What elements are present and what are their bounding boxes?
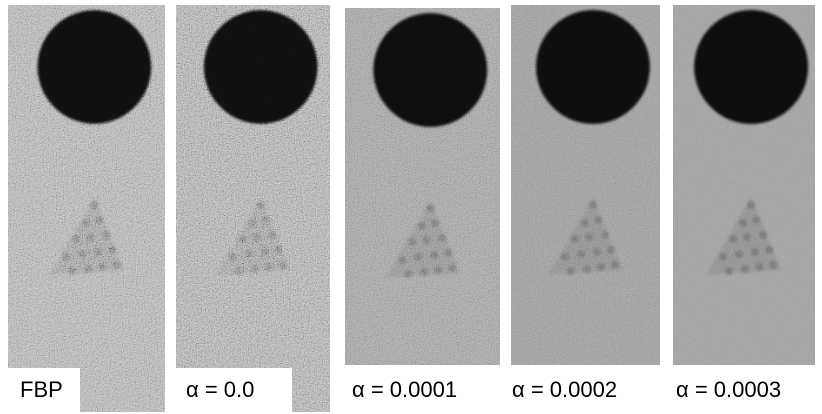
panel-label: α = 0.0001 [352,377,457,402]
image-panel: α = 0.0002 [511,5,660,402]
figure: FBP α = 0.0 α = 0.0001 α = 0.0002 α = 0.0003 [0,0,822,414]
panel-label: α = 0.0003 [676,377,781,402]
panel-content [511,5,660,365]
noise-overlay [511,5,660,365]
noise-overlay [673,5,815,365]
panel-content [8,5,165,412]
panel-content [673,5,815,365]
panel-label: α = 0.0 [186,377,254,402]
panel-label: α = 0.0002 [512,377,617,402]
panel-label: FBP [20,377,63,402]
image-panel: α = 0.0003 [673,5,815,402]
panel-content [345,8,500,365]
noise-overlay [345,8,500,365]
noise-overlay [8,5,165,412]
panel-content [176,5,330,412]
image-panel: α = 0.0001 [345,8,500,402]
image-panel: FBP [8,5,165,414]
image-panel: α = 0.0 [176,5,330,414]
noise-overlay [176,5,330,412]
